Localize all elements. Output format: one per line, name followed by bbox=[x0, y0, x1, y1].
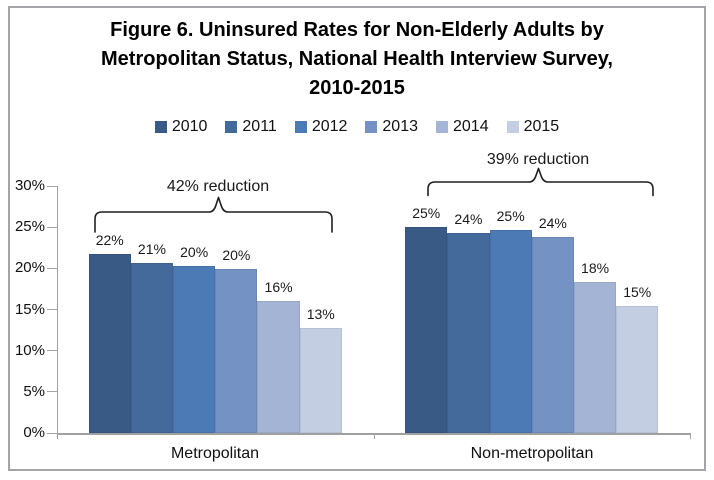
y-axis-tick-10% bbox=[47, 350, 57, 352]
chart-title-line-3: 2010-2015 bbox=[309, 77, 405, 99]
legend-label-2015: 2015 bbox=[523, 118, 560, 135]
x-axis-tick-left bbox=[57, 433, 58, 439]
bar-label-Metropolitan-2015: 13% bbox=[306, 306, 335, 323]
y-axis-label-5%: 5% bbox=[23, 382, 45, 400]
y-axis-tick-30% bbox=[47, 185, 57, 187]
annotation-non-metropolitan-reduction: 39% reduction bbox=[486, 151, 590, 168]
legend-swatch-2012 bbox=[294, 121, 307, 133]
y-axis-tick-15% bbox=[47, 309, 57, 310]
chart-title: Figure 6. Uninsured Rates for Non-Elderl… bbox=[0, 16, 714, 103]
legend-item-2012: 2012 bbox=[294, 118, 348, 136]
legend-item-2010: 2010 bbox=[154, 118, 208, 136]
chart-title-line-1: Figure 6. Uninsured Rates for Non-Elderl… bbox=[110, 19, 604, 41]
category-label-metropolitan: Metropolitan bbox=[170, 445, 260, 462]
bar-label-Non-metropolitan-2010: 25% bbox=[412, 205, 441, 222]
bar-label-Metropolitan-2013: 20% bbox=[222, 247, 251, 264]
bar-label-Metropolitan-2010: 22% bbox=[95, 231, 124, 248]
legend-label-2012: 2012 bbox=[311, 118, 348, 135]
x-axis-tick-middle bbox=[374, 433, 375, 439]
y-axis-tick-5% bbox=[47, 391, 57, 393]
bar-Non-metropolitan-2010 bbox=[405, 227, 448, 433]
legend-swatch-2013 bbox=[365, 121, 378, 133]
bar-label-Metropolitan-2011: 21% bbox=[137, 240, 166, 257]
legend-label-2010: 2010 bbox=[171, 118, 208, 135]
bar-Non-metropolitan-2015 bbox=[616, 306, 659, 433]
y-axis-tick-0% bbox=[47, 432, 57, 434]
y-axis-tick-20% bbox=[47, 267, 57, 269]
x-axis-tick-right bbox=[690, 433, 691, 439]
legend-swatch-2011 bbox=[225, 121, 238, 133]
legend-swatch-2010 bbox=[154, 121, 167, 133]
chart-title-line-2: Metropolitan Status, National Health Int… bbox=[101, 48, 613, 70]
y-axis-label-20%: 20% bbox=[14, 259, 45, 277]
bar-label-Non-metropolitan-2011: 24% bbox=[454, 210, 483, 227]
y-axis-label-15%: 15% bbox=[14, 300, 45, 318]
bar-Metropolitan-2014 bbox=[257, 301, 300, 433]
bar-Non-metropolitan-2013 bbox=[531, 237, 574, 433]
bar-label-Non-metropolitan-2013: 24% bbox=[538, 215, 567, 232]
bar-Metropolitan-2011 bbox=[130, 262, 174, 433]
category-label-non-metropolitan: Non-metropolitan bbox=[470, 445, 594, 462]
y-axis-label-0%: 0% bbox=[23, 424, 45, 441]
bar-label-Metropolitan-2012: 20% bbox=[180, 243, 209, 260]
bar-Metropolitan-2010 bbox=[88, 253, 131, 433]
bar-Non-metropolitan-2011 bbox=[447, 232, 490, 433]
bar-label-Non-metropolitan-2015: 15% bbox=[623, 284, 652, 301]
bar-Metropolitan-2012 bbox=[173, 265, 216, 433]
bar-Non-metropolitan-2014 bbox=[573, 281, 617, 433]
legend-label-2011: 2011 bbox=[242, 118, 277, 135]
legend-item-2015: 2015 bbox=[506, 118, 560, 136]
bar-label-Non-metropolitan-2012: 25% bbox=[496, 208, 525, 225]
y-axis-label-10%: 10% bbox=[14, 341, 45, 359]
legend-item-2011: 2011 bbox=[225, 118, 277, 136]
y-axis-tick-25% bbox=[47, 226, 57, 228]
legend-item-2013: 2013 bbox=[365, 118, 418, 136]
legend-swatch-2014 bbox=[436, 121, 448, 133]
bar-Metropolitan-2015 bbox=[299, 328, 342, 433]
y-axis-line bbox=[57, 186, 58, 433]
legend-label-2014: 2014 bbox=[453, 118, 489, 135]
legend-swatch-2015 bbox=[506, 121, 519, 133]
bar-label-Non-metropolitan-2014: 18% bbox=[581, 259, 610, 276]
bar-Metropolitan-2013 bbox=[215, 269, 258, 433]
chart-legend: 2010 2011 2012 2013 2014 2015 bbox=[0, 118, 714, 136]
legend-label-2013: 2013 bbox=[382, 118, 418, 135]
bar-label-Metropolitan-2014: 16% bbox=[264, 279, 293, 296]
y-axis-label-30%: 30% bbox=[14, 177, 45, 194]
legend-item-2014: 2014 bbox=[436, 118, 489, 136]
annotation-metropolitan-reduction: 42% reduction bbox=[166, 178, 270, 195]
y-axis-label-25%: 25% bbox=[14, 218, 45, 236]
bar-Non-metropolitan-2012 bbox=[489, 230, 532, 433]
chart-border-frame bbox=[8, 6, 706, 471]
